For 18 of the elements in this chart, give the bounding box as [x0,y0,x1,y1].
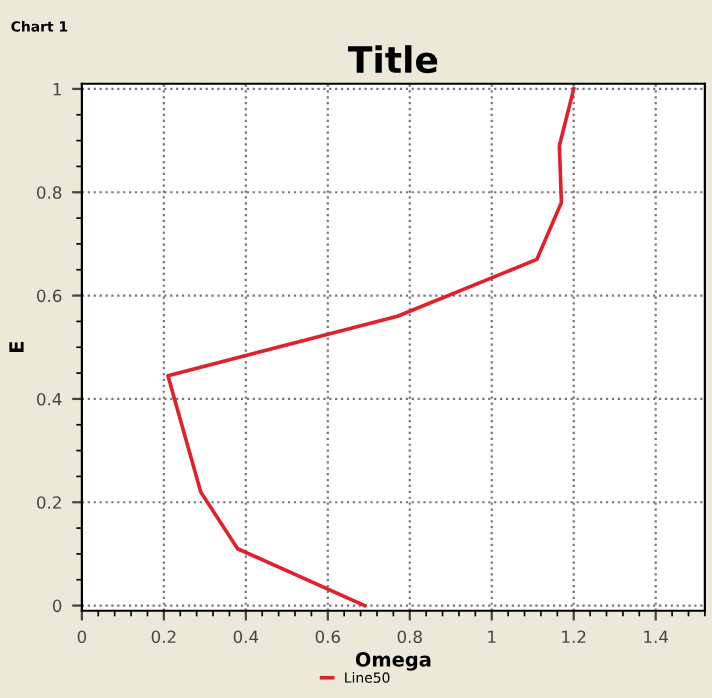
chart-title: Title [347,45,438,74]
y-axis-title: E [9,342,24,353]
x-tick-label: 0.2 [151,630,176,644]
line-series [166,87,576,608]
y-tick-label: 1 [53,83,61,96]
x-tick-label: 1.4 [644,630,669,643]
x-tick-label: 0.6 [315,630,340,644]
y-tick-label: 0.4 [37,392,62,406]
y-tick-label: 0.8 [37,186,62,199]
y-tick-label: 0 [52,599,62,613]
x-tick-label: 1 [488,630,496,643]
y-tick-label: 0.2 [37,496,61,509]
y-tick-label: 0.6 [37,289,62,303]
x-tick-label: 0.4 [233,630,259,644]
x-tick-label: 0 [77,630,87,644]
x-axis-title: Omega [355,652,431,671]
x-tick-label: 1.2 [562,630,586,643]
x-tick-label: 0.8 [397,630,422,644]
